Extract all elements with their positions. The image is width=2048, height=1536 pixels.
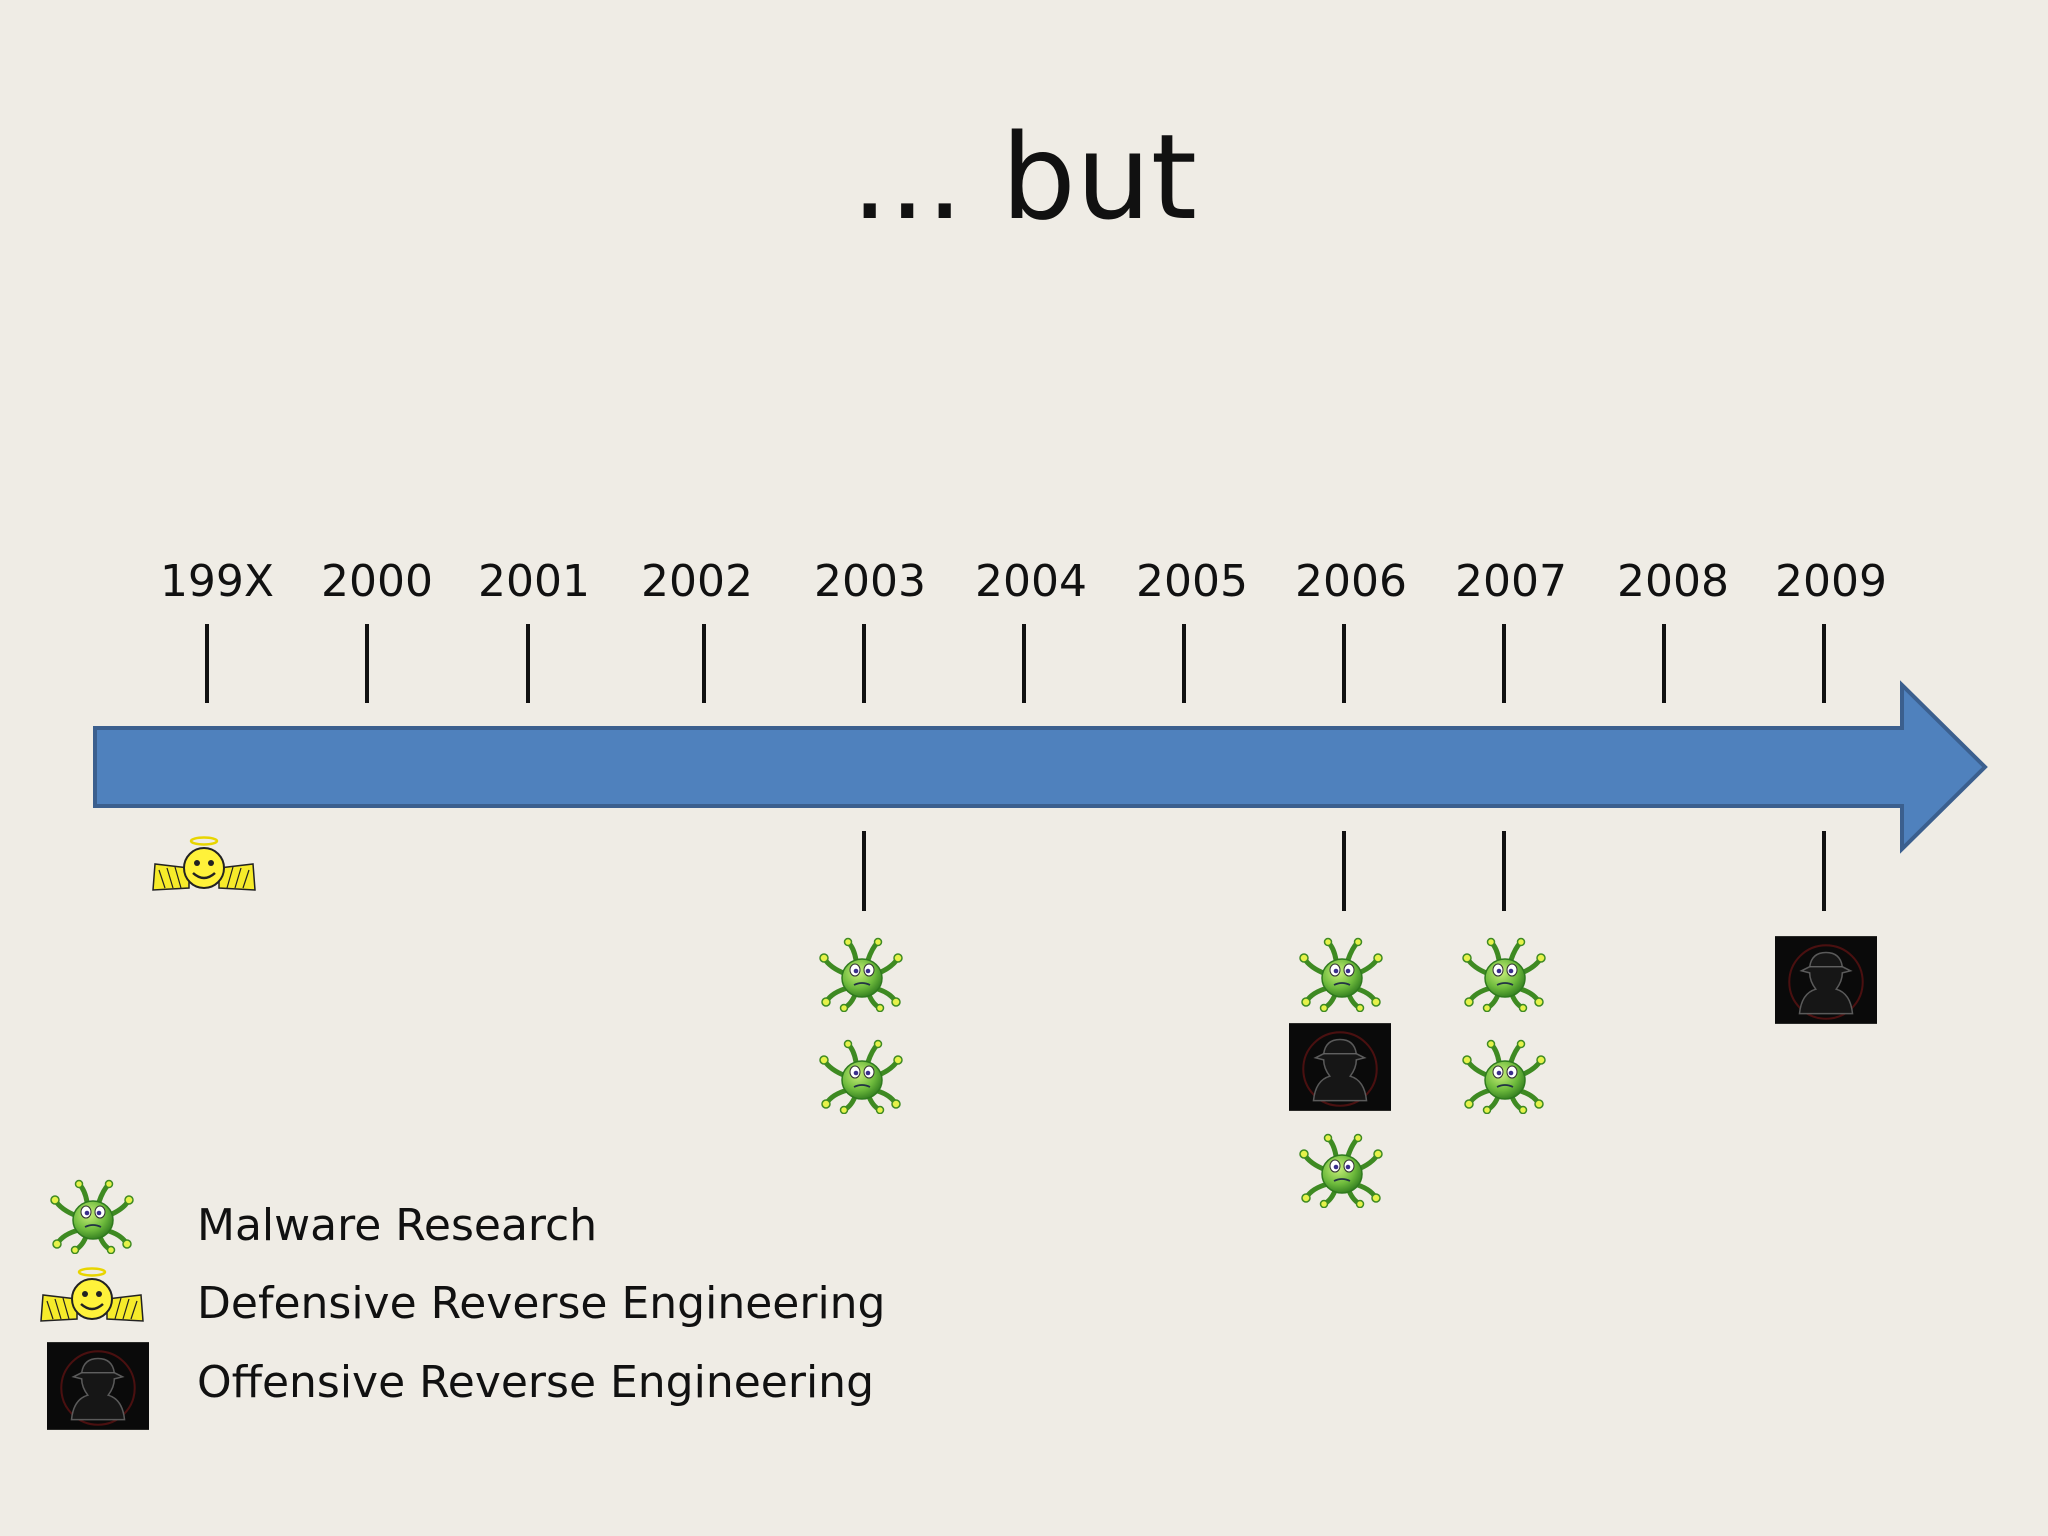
year-label-2007: 2007 xyxy=(1455,556,1567,607)
year-label-2001: 2001 xyxy=(478,556,590,607)
bug-icon xyxy=(1300,1135,1382,1208)
bug-icon xyxy=(1463,1041,1545,1114)
year-label-2008: 2008 xyxy=(1617,556,1729,607)
bug-icon xyxy=(1463,939,1545,1012)
year-label-199x: 199X xyxy=(159,556,275,607)
spy-icon xyxy=(1289,1023,1391,1111)
spy-icon xyxy=(47,1342,149,1430)
year-ticks xyxy=(205,624,1826,703)
bug-icon xyxy=(820,1041,902,1114)
year-label-2006: 2006 xyxy=(1295,556,1407,607)
legend-label-defensive-re: Defensive Reverse Engineering xyxy=(197,1278,886,1329)
year-label-2000: 2000 xyxy=(321,556,433,607)
year-label-2002: 2002 xyxy=(641,556,753,607)
timeline-arrow xyxy=(93,680,1988,854)
event-connectors xyxy=(862,831,1826,911)
year-label-2004: 2004 xyxy=(975,556,1087,607)
bug-icon xyxy=(1300,939,1382,1012)
angel-icon xyxy=(39,1267,145,1323)
legend-label-offensive-re: Offensive Reverse Engineering xyxy=(197,1357,874,1408)
angel-icon xyxy=(151,836,257,892)
bug-icon xyxy=(820,939,902,1012)
slide-title: ... but xyxy=(851,108,1197,246)
spy-icon xyxy=(1775,936,1877,1024)
bug-icon xyxy=(51,1181,133,1254)
year-label-2003: 2003 xyxy=(814,556,926,607)
legend-label-malware-research: Malware Research xyxy=(197,1200,598,1251)
year-label-2009: 2009 xyxy=(1775,556,1887,607)
year-label-2005: 2005 xyxy=(1136,556,1248,607)
